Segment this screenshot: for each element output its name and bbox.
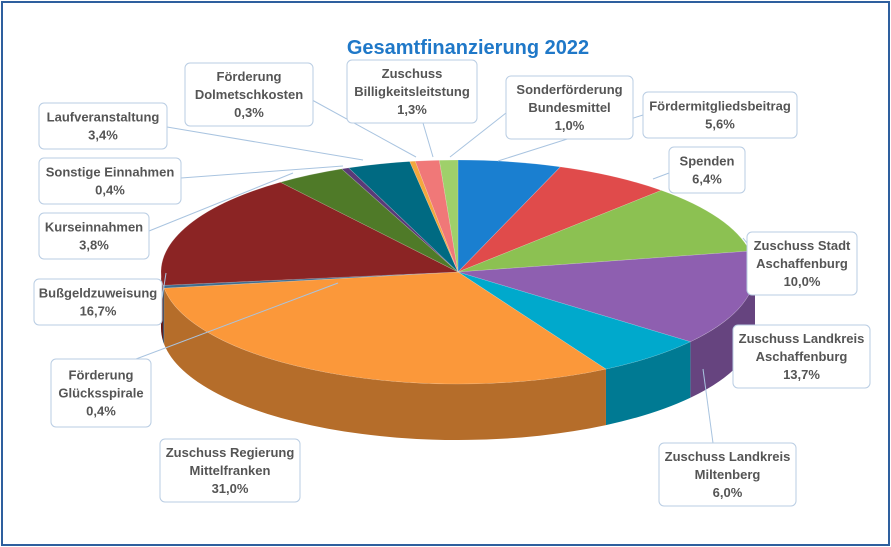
data-label-box-12	[346, 59, 478, 124]
data-label-3: Zuschuss Landkreis Aschaffenburg 13,7%	[732, 324, 871, 389]
pie-slice-0	[457, 159, 561, 273]
data-label-name-2: Aschaffenburg	[756, 256, 848, 271]
data-label-name-10: Laufveranstaltung	[47, 110, 160, 125]
data-label-value-0: 5,6%	[705, 117, 735, 132]
data-label-name-1: Spenden	[680, 154, 735, 169]
pie-side-4	[605, 341, 691, 426]
pie-slice-7	[160, 181, 460, 286]
data-label-value-5: 31,0%	[212, 481, 249, 496]
data-label-9: Sonstige Einnahmen 0,4%	[38, 157, 182, 205]
data-label-0: Fördermitgliedsbeitrag 5,6%	[642, 91, 798, 139]
data-label-value-9: 0,4%	[95, 183, 125, 198]
data-label-name-6: Förderung	[69, 368, 134, 383]
pie-side-6	[163, 285, 165, 345]
data-label-name-7: Bußgeldzuweisung	[39, 286, 158, 301]
data-label-box-11	[184, 62, 314, 127]
data-label-name-4: Miltenberg	[695, 467, 761, 482]
data-label-5: Zuschuss Regierung Mittelfranken 31,0%	[159, 438, 301, 503]
leader-line-12	[422, 122, 434, 158]
leader-line-13	[449, 112, 507, 158]
data-label-box-4	[658, 442, 797, 507]
pie-slice-8	[279, 168, 459, 273]
pie-slice-11	[409, 160, 459, 273]
data-label-name-5: Mittelfranken	[190, 463, 271, 478]
data-label-6: Förderung Glücksspirale 0,4%	[50, 358, 152, 428]
leader-line-1	[652, 172, 670, 180]
data-label-name-9: Sonstige Einnahmen	[46, 165, 175, 180]
data-label-name-6: Glücksspirale	[58, 386, 143, 401]
data-label-value-1: 6,4%	[692, 172, 722, 187]
data-label-name-13: Sonderförderung	[516, 82, 622, 97]
leader-line-7	[161, 272, 167, 300]
data-label-value-13: 1,0%	[555, 118, 585, 133]
leader-line-8	[148, 172, 294, 232]
data-label-box-1	[668, 146, 746, 194]
pie-slice-10	[348, 161, 459, 273]
data-label-box-0	[642, 91, 798, 139]
data-label-name-11: Förderung	[217, 69, 282, 84]
leader-line-4	[702, 368, 714, 444]
data-label-name-0: Fördermitgliedsbeitrag	[649, 99, 791, 114]
data-label-box-6	[50, 358, 152, 428]
data-label-name-3: Aschaffenburg	[756, 349, 848, 364]
data-label-name-8: Kurseinnahmen	[45, 220, 143, 235]
leader-line-6	[135, 282, 339, 360]
data-label-value-8: 3,8%	[79, 238, 109, 253]
data-label-value-10: 3,4%	[88, 128, 118, 143]
pie-slice-5	[163, 271, 607, 385]
pie-chart: Gesamtfinanzierung 2022 Fördermitgliedsb…	[33, 37, 871, 507]
data-label-name-3: Zuschuss Landkreis	[739, 331, 865, 346]
data-label-box-7	[33, 278, 163, 326]
data-label-value-4: 6,0%	[713, 485, 743, 500]
data-label-box-8	[38, 212, 150, 260]
data-label-12: Zuschuss Billigkeitsleitstung 1,3%	[346, 59, 478, 124]
pie-side-3	[690, 272, 755, 398]
leader-line-2	[742, 237, 748, 244]
data-label-7: Bußgeldzuweisung 16,7%	[33, 278, 163, 326]
data-label-value-6: 0,4%	[86, 404, 116, 419]
data-label-2: Zuschuss Stadt Aschaffenburg 10,0%	[746, 231, 858, 296]
leader-line-9	[180, 165, 344, 179]
data-label-box-5	[159, 438, 301, 503]
data-labels: Fördermitgliedsbeitrag 5,6% Spenden 6,4% Zus…	[33, 59, 871, 507]
data-label-name-13: Bundesmittel	[528, 100, 610, 115]
data-label-box-9	[38, 157, 182, 205]
data-label-box-2	[746, 231, 858, 296]
leader-line-10	[166, 126, 364, 161]
data-label-13: Sonderförderung Bundesmittel 1,0%	[505, 75, 634, 140]
data-label-value-2: 10,0%	[784, 274, 821, 289]
data-label-name-4: Zuschuss Landkreis	[665, 449, 791, 464]
data-label-name-5: Zuschuss Regierung	[166, 445, 295, 460]
pie-slice-4	[457, 271, 692, 370]
data-label-name-11: Dolmetschkosten	[195, 87, 303, 102]
pie-sides	[161, 272, 755, 440]
data-label-value-7: 16,7%	[80, 304, 117, 319]
data-label-8: Kurseinnahmen 3,8%	[38, 212, 150, 260]
data-label-value-11: 0,3%	[234, 105, 264, 120]
data-label-value-12: 1,3%	[397, 102, 427, 117]
data-label-box-10	[38, 102, 168, 150]
data-label-name-2: Zuschuss Stadt	[754, 238, 851, 253]
pie-slice-1	[457, 166, 663, 273]
pie-slice-12	[414, 159, 459, 273]
data-label-value-3: 13,7%	[783, 367, 820, 382]
pie-slice-13	[438, 159, 459, 273]
data-label-4: Zuschuss Landkreis Miltenberg 6,0%	[658, 442, 797, 507]
data-label-name-12: Billigkeitsleitstung	[354, 84, 470, 99]
data-label-10: Laufveranstaltung 3,4%	[38, 102, 168, 150]
data-label-box-3	[732, 324, 871, 389]
chart-title: Gesamtfinanzierung 2022	[347, 37, 589, 59]
data-label-11: Förderung Dolmetschkosten 0,3%	[184, 62, 314, 127]
pie-slice-9	[341, 167, 459, 273]
pie-tops	[160, 159, 756, 385]
data-label-1: Spenden 6,4%	[668, 146, 746, 194]
data-label-name-12: Zuschuss	[382, 66, 443, 81]
leader-line-11	[302, 94, 417, 158]
data-label-box-13	[505, 75, 634, 140]
pie-side-5	[164, 288, 606, 440]
